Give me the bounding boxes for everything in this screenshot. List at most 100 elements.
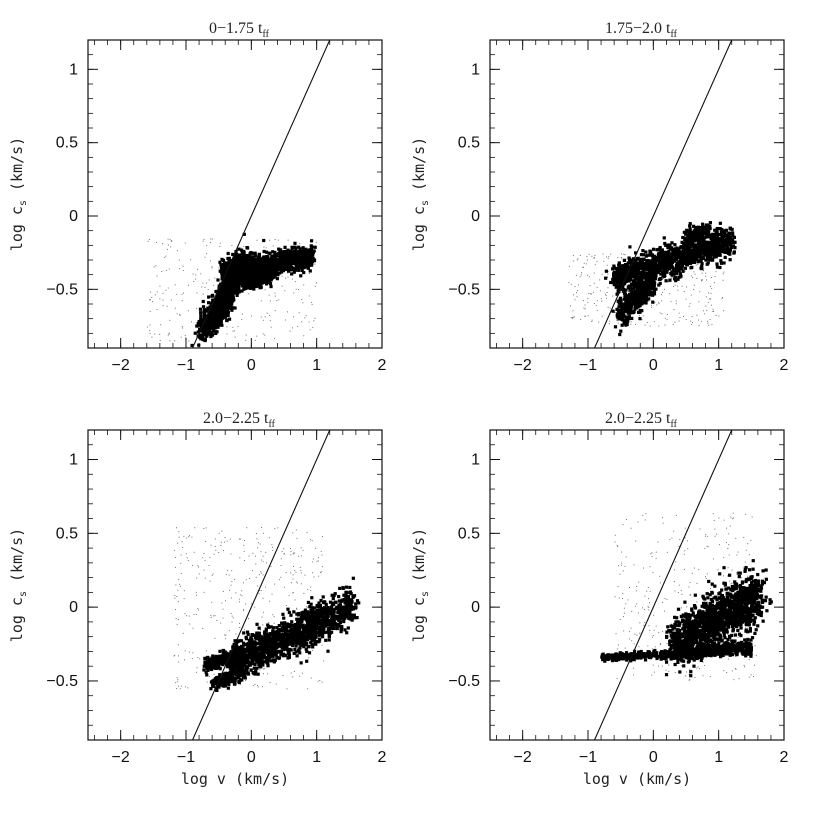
- data-point: [671, 247, 675, 252]
- sparse-point: [617, 322, 619, 324]
- sparse-point: [691, 322, 693, 324]
- data-point: [652, 254, 656, 258]
- data-point: [200, 319, 204, 323]
- sparse-point: [596, 286, 598, 288]
- data-point: [688, 258, 693, 262]
- data-point: [728, 239, 732, 243]
- data-point: [673, 247, 677, 251]
- sparse-point: [248, 273, 250, 275]
- sparse-point: [616, 320, 618, 322]
- data-point: [632, 287, 636, 291]
- data-point: [699, 247, 703, 251]
- data-point: [692, 248, 696, 252]
- data-point: [673, 243, 677, 247]
- data-point: [682, 254, 686, 258]
- sparse-point: [213, 284, 215, 286]
- data-point: [252, 279, 256, 283]
- data-point: [660, 248, 664, 253]
- sparse-point: [675, 300, 677, 302]
- data-point: [307, 260, 311, 264]
- data-point: [701, 247, 705, 251]
- data-point: [615, 266, 619, 271]
- data-point: [311, 252, 315, 256]
- data-point: [637, 267, 641, 272]
- data-point: [291, 259, 295, 263]
- data-point: [617, 261, 621, 265]
- sparse-point: [298, 289, 300, 291]
- data-point: [205, 309, 209, 313]
- sparse-point: [708, 262, 710, 264]
- sparse-point: [303, 284, 305, 286]
- data-point: [244, 282, 248, 286]
- sparse-point: [274, 310, 276, 312]
- data-point: [729, 245, 734, 250]
- data-point: [694, 225, 698, 230]
- sparse-point: [167, 238, 169, 240]
- data-point: [301, 246, 305, 250]
- sparse-point: [162, 292, 164, 294]
- data-point: [674, 263, 679, 267]
- data-point: [694, 230, 699, 234]
- sparse-point: [626, 301, 628, 303]
- data-point: [230, 297, 234, 301]
- x-tick-label: −1: [177, 357, 195, 374]
- data-point: [228, 274, 232, 278]
- data-point: [221, 267, 225, 271]
- sparse-point: [159, 333, 161, 335]
- data-point: [648, 270, 653, 274]
- data-point: [658, 268, 662, 272]
- data-point: [728, 242, 732, 246]
- data-point: [665, 262, 669, 266]
- sparse-point: [262, 283, 264, 285]
- data-point: [670, 270, 674, 274]
- data-point: [731, 244, 736, 248]
- data-point: [299, 250, 303, 254]
- data-point: [666, 243, 671, 247]
- sparse-point: [269, 300, 271, 302]
- data-point: [616, 284, 620, 288]
- data-point: [220, 271, 224, 275]
- data-point: [256, 284, 260, 288]
- sparse-point: [153, 266, 155, 268]
- data-point: [202, 337, 206, 341]
- data-point: [730, 231, 735, 235]
- sparse-point: [181, 326, 183, 328]
- data-point: [642, 266, 647, 270]
- sparse-point: [266, 312, 268, 314]
- sparse-point: [630, 321, 632, 323]
- sparse-point: [251, 315, 253, 317]
- data-point: [611, 277, 615, 281]
- data-point: [636, 280, 640, 284]
- data-point: [248, 275, 252, 279]
- data-point: [642, 294, 646, 298]
- data-point: [644, 261, 648, 266]
- data-point: [637, 286, 641, 290]
- data-point: [700, 222, 705, 226]
- sparse-point: [708, 292, 710, 294]
- data-point: [688, 240, 693, 244]
- sparse-point: [211, 266, 213, 268]
- data-point: [212, 300, 216, 304]
- data-point: [256, 261, 260, 265]
- sparse-point: [274, 295, 276, 297]
- sparse-point: [576, 259, 578, 261]
- data-point: [209, 315, 213, 319]
- data-point: [628, 258, 632, 262]
- data-point: [719, 259, 723, 263]
- sparse-point: [583, 307, 585, 309]
- data-point: [242, 261, 246, 266]
- sparse-point: [711, 287, 713, 289]
- data-point: [248, 257, 252, 261]
- sparse-point: [287, 239, 289, 241]
- data-point: [725, 246, 729, 250]
- sparse-point: [305, 315, 307, 317]
- sparse-point: [210, 238, 212, 240]
- data-point: [697, 237, 702, 241]
- sparse-point: [284, 259, 286, 261]
- sparse-point: [192, 273, 194, 275]
- sparse-point: [656, 272, 658, 274]
- sparse-point: [268, 294, 270, 296]
- data-point: [278, 263, 282, 267]
- data-point: [631, 274, 635, 278]
- data-point: [700, 264, 704, 268]
